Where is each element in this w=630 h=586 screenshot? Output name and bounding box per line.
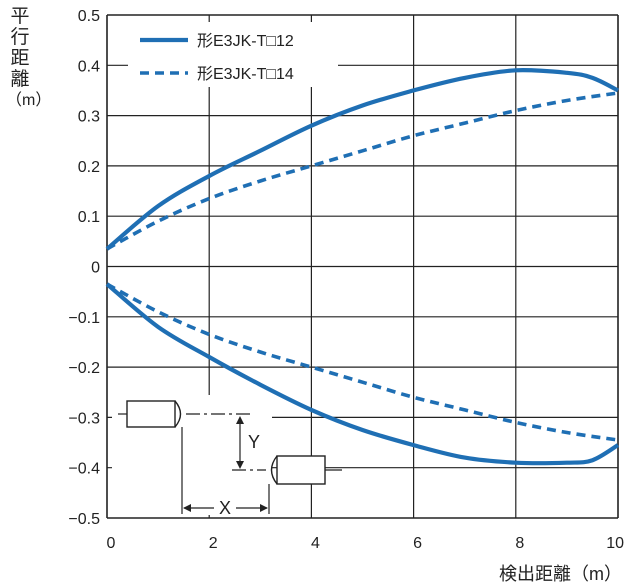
x-tick-label: 10 — [606, 535, 624, 552]
y-axis-label-unit: （m） — [6, 92, 52, 109]
y-tick-label: −0.3 — [68, 410, 100, 427]
x-label-background — [214, 497, 236, 517]
series-2-lower-line — [106, 282, 619, 442]
x-dimension-label: X — [219, 498, 231, 518]
legend: 形E3JK-T□12 形E3JK-T□14 — [128, 22, 338, 87]
setup-diagram: YX — [112, 395, 342, 518]
x-tick-label: 4 — [311, 535, 320, 552]
y-tick-label: 0 — [91, 260, 100, 277]
x-tick-label: 0 — [107, 535, 116, 552]
y-tick-label: −0.5 — [68, 511, 100, 528]
series-1-upper-line — [105, 68, 619, 251]
y-tick-label: 0.5 — [78, 8, 100, 25]
legend-label-2: 形E3JK-T□14 — [197, 65, 294, 83]
y-tick-label: 0.3 — [78, 109, 100, 126]
series-layer — [105, 68, 620, 466]
receiver-body — [276, 455, 326, 485]
y-tick-label: 0.2 — [78, 159, 100, 176]
series-2-upper-line — [106, 91, 619, 251]
y-arrow-bottom — [236, 461, 244, 469]
grid-layer — [106, 14, 619, 519]
y-axis-label-char: 離 — [10, 69, 30, 90]
legend-background — [128, 22, 338, 87]
x-tick-label: 6 — [413, 535, 422, 552]
series-1-lower-line — [105, 282, 620, 466]
x-axis-label: 検出距離（m） — [499, 564, 622, 584]
y-tick-label: −0.1 — [68, 310, 100, 327]
receiver-lens — [270, 455, 278, 485]
y-axis-label-char: 平 — [10, 6, 30, 27]
emitter-body — [126, 400, 176, 428]
y-tick-label: 0.4 — [78, 58, 100, 75]
y-tick-label: 0.1 — [78, 209, 100, 226]
x-arrow-left — [183, 504, 191, 512]
x-tick-label: 8 — [515, 535, 524, 552]
y-tick-label: −0.4 — [68, 461, 100, 478]
y-dimension-label: Y — [248, 432, 260, 452]
tick-layer: 0.5 0.4 0.3 0.2 0.1 0 −0.1 −0.2 −0.3 −0.4 −0.5 0 2 4 6… — [68, 8, 624, 552]
x-arrow-right — [260, 504, 268, 512]
y-axis-label-char: 行 — [10, 27, 30, 48]
y-arrow-top — [236, 416, 244, 424]
legend-label-1: 形E3JK-T□12 — [197, 32, 294, 50]
y-axis-label: 平 行 距 離 （m） — [6, 6, 52, 111]
y-tick-label: −0.2 — [68, 360, 100, 377]
y-axis-label-char: 距 — [10, 48, 30, 69]
emitter-lens — [174, 400, 182, 428]
x-tick-label: 2 — [209, 535, 218, 552]
